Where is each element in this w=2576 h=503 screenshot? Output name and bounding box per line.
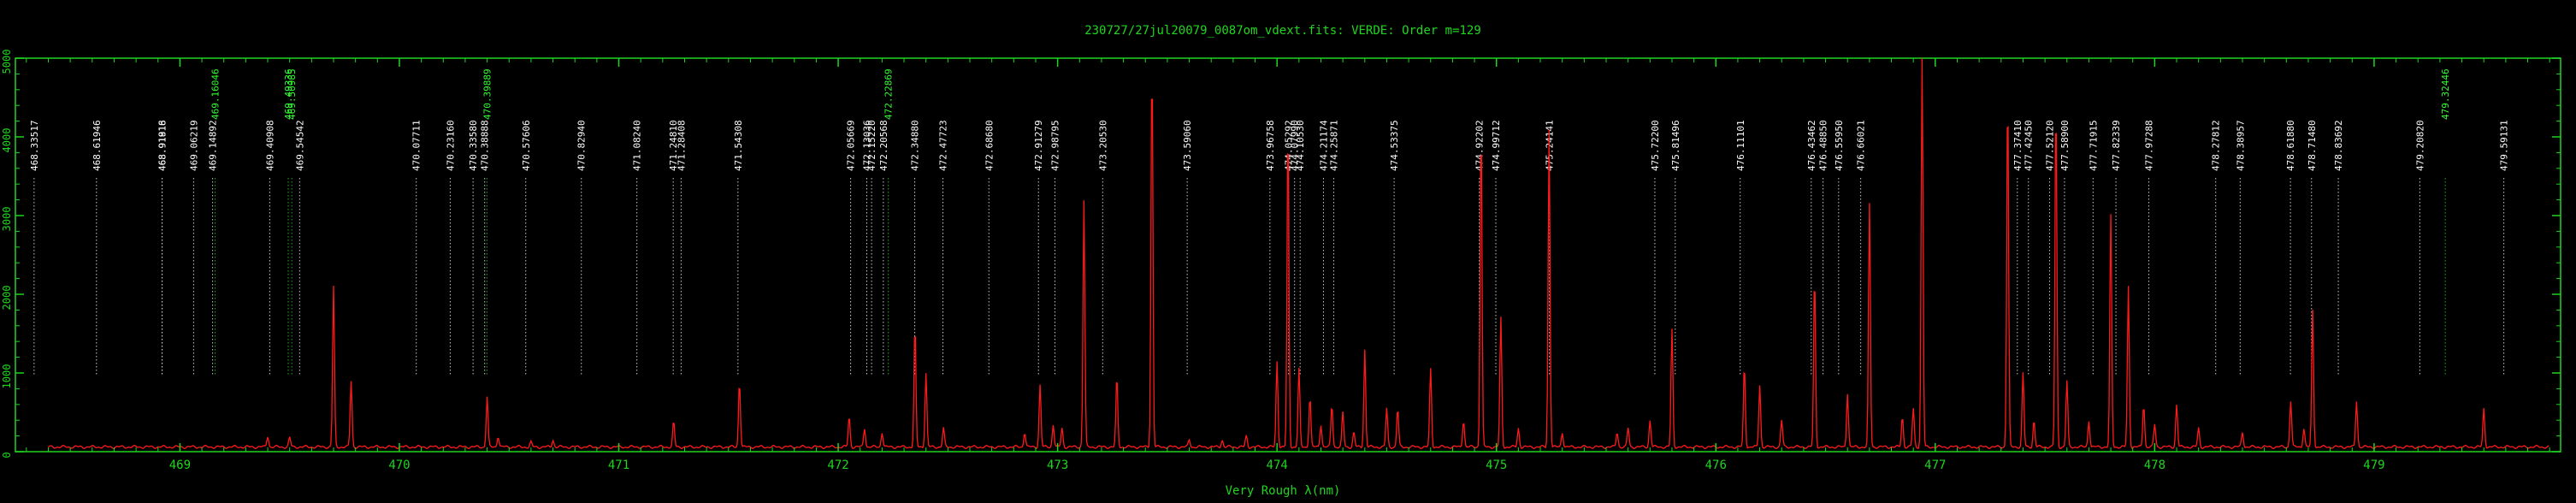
line-id-label: 469.16046 bbox=[210, 68, 222, 120]
line-id-label: 476.11101 bbox=[1735, 120, 1746, 171]
line-id-label: 471.54308 bbox=[733, 120, 744, 171]
line-id-label: 474.99712 bbox=[1491, 120, 1502, 171]
line-id-label: 472.34880 bbox=[910, 120, 921, 171]
line-id-label: 477.58900 bbox=[2059, 120, 2071, 171]
line-id-label: 473.96758 bbox=[1265, 120, 1276, 171]
x-tick-label: 472 bbox=[827, 459, 848, 472]
line-id-label: 473.20530 bbox=[1097, 120, 1108, 171]
line-id-label: 470.38888 bbox=[480, 120, 491, 171]
line-id-label: 476.55950 bbox=[1834, 120, 1845, 171]
y-tick-label: 1000 bbox=[1, 364, 13, 389]
line-id-label: 470.23160 bbox=[445, 120, 456, 171]
line-id-label: 476.48850 bbox=[1818, 120, 1829, 171]
x-tick-label: 477 bbox=[1924, 459, 1946, 472]
x-tick-label: 474 bbox=[1267, 459, 1288, 472]
line-id-label: 477.82339 bbox=[2111, 120, 2122, 171]
plot-border bbox=[15, 57, 2561, 453]
x-tick-label: 475 bbox=[1486, 459, 1507, 472]
plot-frame bbox=[15, 57, 2561, 453]
line-id-label: 477.37410 bbox=[2012, 120, 2024, 171]
line-id-label: 477.97288 bbox=[2143, 120, 2154, 171]
line-id-label: 470.82940 bbox=[576, 120, 588, 171]
line-id-label: 471.24810 bbox=[668, 120, 679, 171]
line-id-label: 468.91916 bbox=[157, 120, 168, 171]
line-id-label: 468.61946 bbox=[92, 120, 103, 171]
line-id-label: 475.24141 bbox=[1545, 120, 1556, 171]
line-id-label: 469.06219 bbox=[188, 120, 199, 171]
line-id-label: 477.52120 bbox=[2045, 120, 2056, 171]
line-id-label: 472.47723 bbox=[938, 120, 949, 171]
line-id-label: 469.14892 bbox=[208, 120, 219, 171]
line-id-label: 474.25871 bbox=[1329, 120, 1340, 171]
x-tick-label: 473 bbox=[1047, 459, 1068, 472]
line-id-label: 472.91279 bbox=[1033, 120, 1044, 171]
y-tick-label: 4000 bbox=[1, 128, 13, 153]
line-id-label: 469.40908 bbox=[264, 120, 275, 171]
line-id-label: 472.68680 bbox=[984, 120, 995, 171]
line-id-label: 476.43462 bbox=[1806, 120, 1817, 171]
line-id-label: 474.07990 bbox=[1290, 120, 1301, 171]
line-id-label: 471.08240 bbox=[632, 120, 643, 171]
spectrum-layer bbox=[48, 57, 2549, 450]
y-tick-label: 0 bbox=[1, 452, 13, 458]
line-id-label: 470.33580 bbox=[468, 120, 479, 171]
x-tick-label: 471 bbox=[608, 459, 629, 472]
x-tick-label: 469 bbox=[169, 459, 191, 472]
line-id-label: 469.54542 bbox=[294, 120, 305, 171]
line-id-label: 477.71915 bbox=[2088, 120, 2099, 171]
line-id-label: 474.21174 bbox=[1318, 120, 1329, 171]
x-tick-label: 476 bbox=[1705, 459, 1727, 472]
line-id-label: 469.49336 bbox=[283, 68, 294, 120]
line-id-label: 478.38957 bbox=[2235, 120, 2246, 171]
line-id-label: 475.72200 bbox=[1650, 120, 1661, 171]
line-id-label: 474.92202 bbox=[1474, 120, 1486, 171]
y-tick-label: 2000 bbox=[1, 286, 13, 311]
line-id-label: 468.91818 bbox=[157, 120, 168, 171]
line-id-label: 472.15220 bbox=[866, 120, 877, 171]
y-tick-label: 5000 bbox=[1, 50, 13, 74]
x-axis-label: Very Rough λ(nm) bbox=[1226, 484, 1341, 498]
line-id-label: 471.28408 bbox=[676, 120, 687, 171]
line-id-label: 470.39889 bbox=[482, 68, 493, 120]
line-id-label: 472.22869 bbox=[883, 68, 895, 120]
axis-ticks: 469 470 471 472 473 474 475 476 477 478 479 0 1000 20… bbox=[1, 50, 2561, 472]
x-tick-label: 479 bbox=[2363, 459, 2384, 472]
line-id-label: 472.20568 bbox=[878, 120, 889, 171]
line-id-label: 472.05669 bbox=[846, 120, 857, 171]
x-tick-label: 470 bbox=[388, 459, 410, 472]
line-id-label: 478.61880 bbox=[2285, 120, 2296, 171]
line-id-label: 479.32446 bbox=[2440, 68, 2451, 120]
line-id-label: 474.10530 bbox=[1295, 120, 1306, 171]
line-id-label: 474.53375 bbox=[1389, 120, 1400, 171]
line-id-label: 476.66021 bbox=[1856, 120, 1867, 171]
line-id-label: 472.98795 bbox=[1050, 120, 1061, 171]
line-id-label: 479.59131 bbox=[2499, 120, 2510, 171]
line-id-label: 478.27812 bbox=[2211, 120, 2222, 171]
y-tick-label: 3000 bbox=[1, 207, 13, 232]
line-id-label: 468.33517 bbox=[29, 120, 40, 171]
line-id-label: 470.07711 bbox=[411, 120, 422, 171]
spectrum-line bbox=[48, 57, 2549, 450]
line-id-label: 473.59060 bbox=[1182, 120, 1193, 171]
x-tick-label: 478 bbox=[2144, 459, 2165, 472]
line-id-label: 469.50985 bbox=[287, 68, 298, 120]
chart-title: 230727/27jul20079_0087om_vdext.fits: VER… bbox=[1084, 24, 1481, 38]
line-id-label: 479.20820 bbox=[2414, 120, 2425, 171]
line-id-label: 478.83692 bbox=[2333, 120, 2344, 171]
line-id-label: 477.42450 bbox=[2024, 120, 2035, 171]
line-id-label: 472.13036 bbox=[862, 120, 873, 171]
line-id-label: 478.71480 bbox=[2307, 120, 2318, 171]
line-id-label: 470.57606 bbox=[521, 120, 532, 171]
line-id-label: 474.05292 bbox=[1284, 120, 1295, 171]
line-id-label: 475.81496 bbox=[1670, 120, 1681, 171]
